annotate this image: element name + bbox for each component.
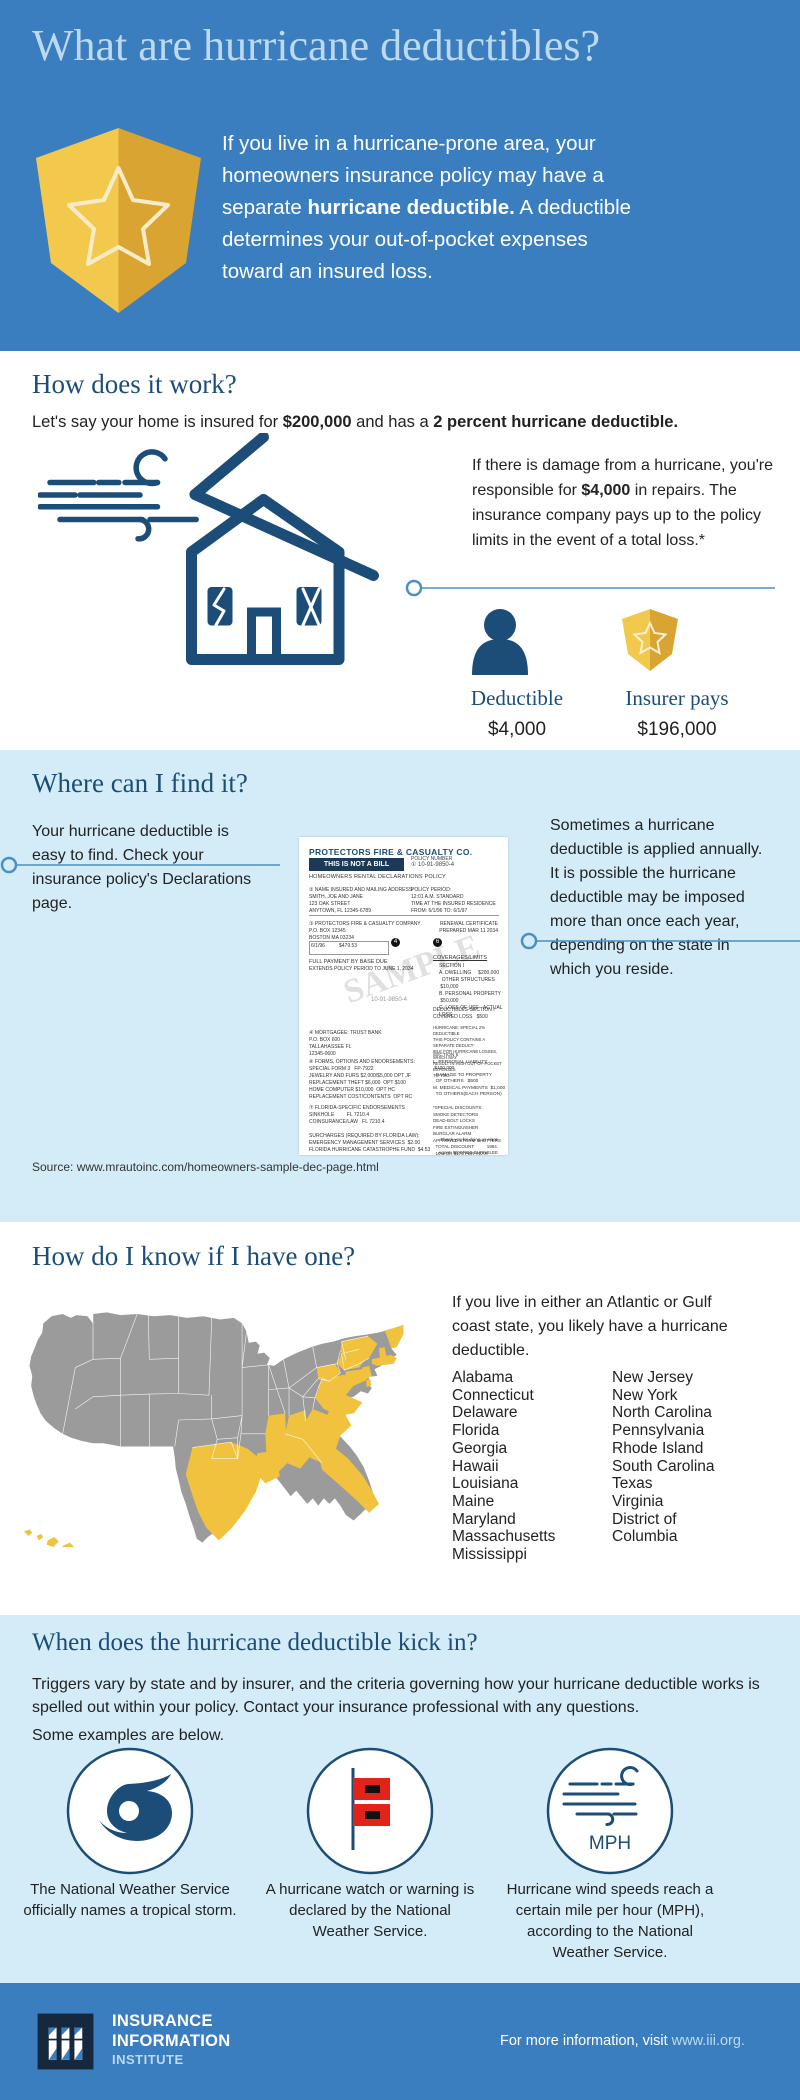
svg-text:MPH: MPH (589, 1833, 631, 1854)
